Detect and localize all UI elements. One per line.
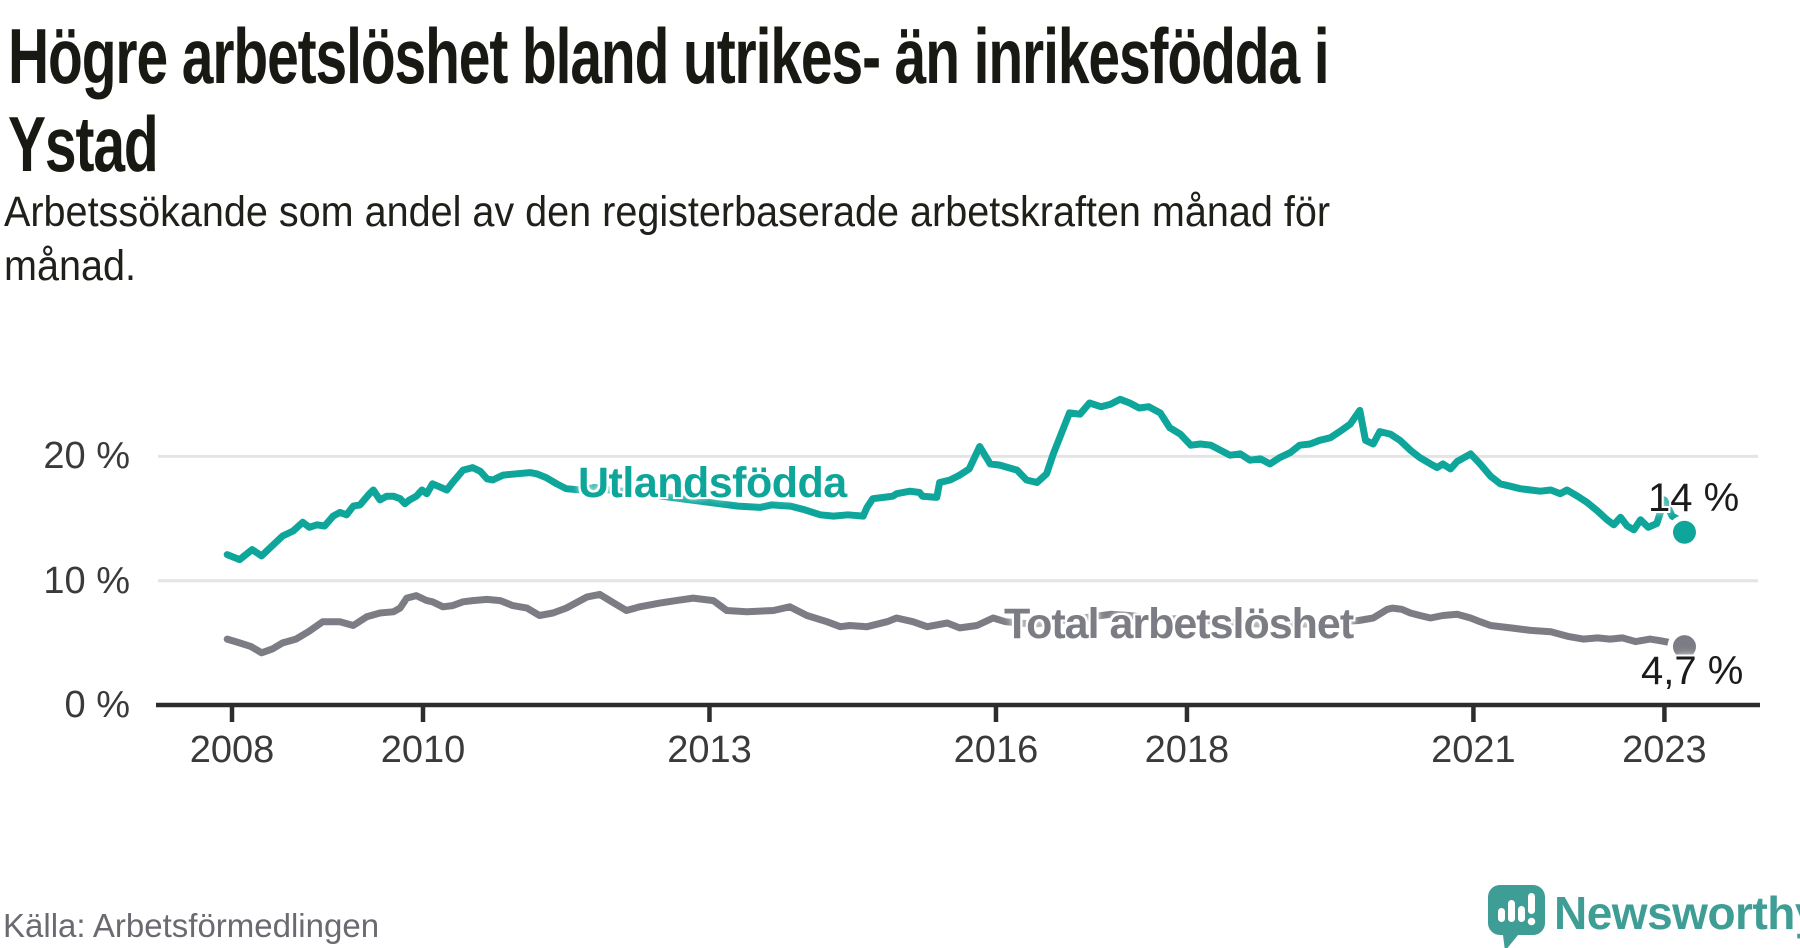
- page-title-line-1: Högre arbetslöshet bland utrikes- än inr…: [8, 12, 1330, 100]
- x-axis-label: 2021: [1431, 729, 1516, 771]
- x-axis-label: 2013: [667, 729, 752, 771]
- chart-subtitle: Arbetssökande som andel av den registerb…: [4, 185, 1445, 293]
- chart-subtitle-line-1: Arbetssökande som andel av den registerb…: [4, 188, 1331, 236]
- series-line-utlandsf-dda: [223, 395, 1688, 564]
- end-value-label-total-arbetsloshet: 4,7 %: [1641, 649, 1744, 693]
- x-axis-label: 2008: [189, 729, 275, 771]
- endpoint-dot: [1672, 520, 1696, 544]
- endpoint-dot: [1672, 635, 1696, 659]
- newsworthy-wordmark: Newsworthy: [1554, 887, 1800, 939]
- series-line-total-arbetsl-shet: [223, 590, 1688, 657]
- x-axis-label: 2023: [1622, 729, 1707, 771]
- series-label-utlandsfodda: Utlandsfödda: [578, 459, 847, 507]
- chart-subtitle-line-2: månad.: [4, 242, 136, 290]
- x-axis-label: 2010: [380, 729, 466, 771]
- y-axis-label: 20 %: [43, 435, 130, 478]
- series-label-total-arbetsloshet: Total arbetslöshet: [1004, 600, 1354, 648]
- newsworthy-bubble-chart-icon: [1488, 885, 1545, 948]
- y-axis-label: 10 %: [43, 559, 130, 602]
- page-title: Högre arbetslöshet bland utrikes- än inr…: [8, 12, 1800, 188]
- page-title-line-2: Ystad: [8, 100, 159, 188]
- x-axis-label: 2016: [953, 729, 1039, 771]
- source-caption: Källa: Arbetsförmedlingen: [3, 907, 380, 944]
- x-axis-label: 2018: [1144, 729, 1230, 771]
- end-value-label-utlandsfodda: 14 %: [1648, 476, 1740, 520]
- y-axis-label: 0 %: [64, 684, 130, 726]
